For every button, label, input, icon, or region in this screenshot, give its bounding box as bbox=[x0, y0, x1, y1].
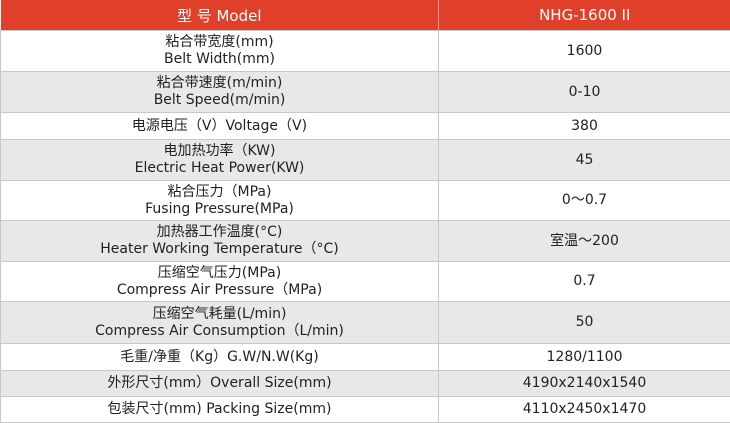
row-label: 电加热功率（KW) Electric Heat Power(KW) bbox=[0, 139, 439, 181]
row-value: 4110x2450x1470 bbox=[438, 396, 730, 423]
label-cn: 粘合压力（MPa) bbox=[167, 183, 272, 200]
label-en: Belt Speed(m/min) bbox=[153, 92, 286, 108]
row-label: 电源电压（V）Voltage（V) bbox=[0, 112, 439, 140]
row-overall-size: 外形尺寸(mm）Overall Size(mm) 4190x2140x1540 bbox=[0, 370, 730, 397]
label-cn: 压缩空气压力(MPa) bbox=[157, 264, 282, 281]
label-cn: 电源电压（V）Voltage（V) bbox=[131, 117, 308, 134]
label-en: Fusing Pressure(MPa) bbox=[145, 200, 294, 217]
row-heater-temperature: 加热器工作温度(°C) Heater Working Temperature（°… bbox=[0, 220, 730, 262]
row-value: 1600 bbox=[438, 30, 730, 72]
row-fusing-pressure: 粘合压力（MPa) Fusing Pressure(MPa) 0～0.7 bbox=[0, 180, 730, 221]
row-value: 0-10 bbox=[438, 71, 730, 113]
row-packing-size: 包装尺寸(mm) Packing Size(mm) 4110x2450x1470 bbox=[0, 396, 730, 423]
row-label: 外形尺寸(mm）Overall Size(mm) bbox=[0, 370, 439, 397]
label-cn: 外形尺寸(mm）Overall Size(mm) bbox=[107, 375, 332, 391]
label-en: Belt Width(mm) bbox=[164, 51, 275, 67]
row-air-pressure: 压缩空气压力(MPa) Compress Air Pressure（MPa) 0… bbox=[0, 261, 730, 302]
model-header-value: NHG-1600 II bbox=[438, 0, 730, 31]
row-label: 压缩空气耗量(L/min) Compress Air Consumption（L… bbox=[0, 301, 439, 344]
row-value: 50 bbox=[438, 301, 730, 344]
row-value: 0.7 bbox=[438, 261, 730, 302]
row-label: 毛重/净重（Kg）G.W/N.W(Kg) bbox=[0, 343, 439, 371]
row-air-consumption: 压缩空气耗量(L/min) Compress Air Consumption（L… bbox=[0, 301, 730, 344]
label-cn: 包装尺寸(mm) Packing Size(mm) bbox=[107, 401, 332, 417]
row-value: 4190x2140x1540 bbox=[438, 370, 730, 397]
label-en: Compress Air Consumption（L/min) bbox=[95, 322, 344, 339]
row-value: 0～0.7 bbox=[438, 180, 730, 221]
row-value: 1280/1100 bbox=[438, 343, 730, 371]
model-header-label: 型 号 Model bbox=[0, 0, 439, 31]
label-cn: 粘合带速度(m/min) bbox=[156, 75, 283, 91]
label-cn: 加热器工作温度(°C) bbox=[156, 224, 283, 240]
row-belt-width: 粘合带宽度(mm) Belt Width(mm) 1600 bbox=[0, 30, 730, 72]
row-value: 45 bbox=[438, 139, 730, 181]
row-label: 粘合压力（MPa) Fusing Pressure(MPa) bbox=[0, 180, 439, 221]
row-label: 包装尺寸(mm) Packing Size(mm) bbox=[0, 396, 439, 423]
row-belt-speed: 粘合带速度(m/min) Belt Speed(m/min) 0-10 bbox=[0, 71, 730, 113]
row-weight: 毛重/净重（Kg）G.W/N.W(Kg) 1280/1100 bbox=[0, 343, 730, 371]
label-en: Heater Working Temperature（°C) bbox=[100, 241, 339, 257]
label-en: Electric Heat Power(KW) bbox=[134, 160, 305, 176]
row-value: 室温～200 bbox=[438, 220, 730, 262]
row-voltage: 电源电压（V）Voltage（V) 380 bbox=[0, 112, 730, 140]
label-cn: 毛重/净重（Kg）G.W/N.W(Kg) bbox=[120, 348, 319, 365]
row-heat-power: 电加热功率（KW) Electric Heat Power(KW) 45 bbox=[0, 139, 730, 181]
header-row: 型 号 Model NHG-1600 II bbox=[0, 0, 730, 31]
row-label: 粘合带宽度(mm) Belt Width(mm) bbox=[0, 30, 439, 72]
label-cn: 电加热功率（KW) bbox=[163, 143, 276, 159]
row-label: 粘合带速度(m/min) Belt Speed(m/min) bbox=[0, 71, 439, 113]
label-cn: 粘合带宽度(mm) bbox=[165, 34, 274, 50]
label-en: Compress Air Pressure（MPa) bbox=[116, 281, 323, 298]
row-label: 压缩空气压力(MPa) Compress Air Pressure（MPa) bbox=[0, 261, 439, 302]
label-cn: 压缩空气耗量(L/min) bbox=[152, 305, 287, 322]
row-value: 380 bbox=[438, 112, 730, 140]
row-label: 加热器工作温度(°C) Heater Working Temperature（°… bbox=[0, 220, 439, 262]
